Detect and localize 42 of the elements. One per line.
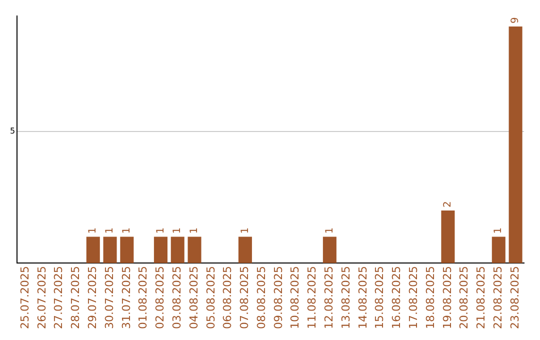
x-tick-label: 29.07.2025 [86, 266, 99, 330]
x-tick-label: 16.08.2025 [390, 266, 404, 330]
x-tick-label: 08.08.2025 [254, 266, 268, 330]
x-tick-label: 15.08.2025 [373, 266, 386, 330]
x-tick-label: 17.08.2025 [407, 266, 420, 330]
data-label: 9 [510, 17, 522, 24]
data-label: 1 [240, 227, 251, 234]
x-tick-label: 27.07.2025 [52, 266, 66, 330]
data-label: 1 [324, 227, 336, 234]
x-tick-label: 05.08.2025 [204, 266, 218, 330]
data-label: 1 [493, 227, 504, 234]
x-tick-label: 20.08.2025 [458, 266, 471, 330]
x-tick-label: 21.08.2025 [474, 266, 488, 330]
x-tick-label: 10.08.2025 [288, 266, 302, 330]
x-tick-label: 02.08.2025 [154, 266, 167, 330]
data-label: 2 [442, 201, 454, 208]
data-label: 1 [172, 227, 184, 234]
data-label: 1 [88, 227, 99, 234]
x-tick-label: 22.08.2025 [492, 266, 505, 330]
x-tick-label: 04.08.2025 [187, 266, 200, 330]
x-tick-label: 23.08.2025 [508, 266, 522, 330]
x-tick-label: 03.08.2025 [170, 266, 184, 330]
x-tick-label: 28.07.2025 [69, 266, 82, 330]
x-tick-label: 19.08.2025 [440, 266, 454, 330]
x-tick-label: 07.08.2025 [238, 266, 252, 330]
x-tick-label: 14.08.2025 [356, 266, 370, 330]
x-tick-label: 12.08.2025 [322, 266, 336, 330]
x-tick-label: 09.08.2025 [272, 266, 285, 330]
x-tick-label: 25.07.2025 [18, 266, 32, 330]
data-label: 1 [104, 227, 116, 234]
y-tick-label: 5 [10, 126, 16, 136]
x-tick-label: 18.08.2025 [424, 266, 437, 330]
x-tick-label: 11.08.2025 [306, 266, 319, 330]
x-tick-label: 01.08.2025 [136, 266, 150, 330]
x-tick-label: 26.07.2025 [35, 266, 48, 330]
data-label: 1 [155, 227, 166, 234]
data-label: 1 [122, 227, 133, 234]
x-tick-label: 30.07.2025 [102, 266, 116, 330]
x-tick-label: 06.08.2025 [221, 266, 234, 330]
data-label: 1 [189, 227, 200, 234]
x-tick-label: 31.07.2025 [120, 266, 133, 330]
x-tick-label: 13.08.2025 [339, 266, 352, 330]
